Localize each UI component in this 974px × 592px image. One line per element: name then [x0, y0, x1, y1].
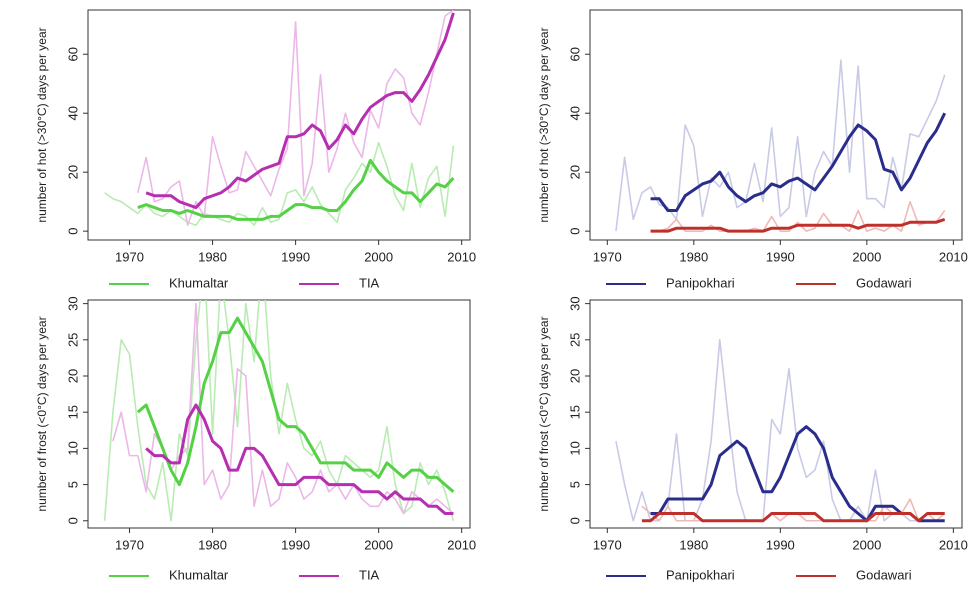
panel: 0 20 40 60 1970 1980 1990 2000 2010 number of hot…: [35, 9, 476, 290]
x-tick-label: 1970: [593, 537, 622, 552]
x-tick-label: 1980: [198, 537, 227, 552]
y-tick-label: 15: [65, 405, 80, 419]
smoothed-line: [650, 112, 947, 213]
smoothed-line: [650, 425, 945, 523]
smoothed-line: [650, 217, 946, 233]
smoothed-line: [137, 158, 455, 221]
y-tick-label: 10: [65, 441, 80, 455]
plot-lines: [615, 339, 946, 523]
x-tick-label: 1980: [679, 537, 708, 552]
x-tick-label: 1990: [766, 249, 795, 264]
y-tick-label: 40: [567, 106, 582, 120]
y-tick-label: 0: [65, 517, 80, 524]
raw-line: [615, 339, 945, 522]
y-tick-label: 20: [65, 369, 80, 383]
legend-label: Khumaltar: [169, 567, 229, 582]
legend-label: Khumaltar: [169, 275, 229, 290]
x-tick-label: 2010: [939, 537, 968, 552]
raw-line: [137, 10, 454, 227]
x-tick-label: 1970: [593, 249, 622, 264]
legend-label: Godawari: [856, 275, 912, 290]
raw-line: [103, 300, 455, 522]
y-tick-label: 60: [65, 47, 80, 61]
x-tick-label: 2010: [447, 249, 476, 264]
panel: 0 5 10 15 20 25 30 1970 1980 1990 2000 2010 number o…: [35, 296, 476, 582]
y-axis-label: number of hot (>30°C) days per year: [35, 27, 49, 222]
plot-frame: [589, 299, 963, 529]
x-tick-label: 1990: [766, 537, 795, 552]
legend-label: Panipokhari: [666, 275, 735, 290]
x-tick-label: 1980: [679, 249, 708, 264]
x-tick-label: 2010: [447, 537, 476, 552]
panel: 0 20 40 60 1970 1980 1990 2000 2010 number of hot…: [537, 9, 968, 290]
smoothed-line: [136, 316, 455, 493]
y-tick-label: 5: [567, 481, 582, 488]
plot-lines: [104, 10, 455, 227]
y-tick-label: 25: [65, 333, 80, 347]
x-tick-label: 1990: [281, 249, 310, 264]
x-tick-label: 1990: [281, 537, 310, 552]
legend-label: Godawari: [856, 567, 912, 582]
legend-label: TIA: [359, 567, 380, 582]
legend-label: TIA: [359, 275, 380, 290]
smoothed-line: [641, 512, 945, 523]
y-axis-label: number of hot (>30°C) days per year: [537, 27, 551, 222]
smoothed-line: [145, 403, 454, 516]
y-tick-label: 10: [567, 441, 582, 455]
x-tick-label: 2000: [852, 537, 881, 552]
y-tick-label: 15: [567, 405, 582, 419]
y-axis-label: number of frost (<0°C) days per year: [35, 316, 49, 511]
x-tick-label: 2000: [364, 537, 393, 552]
x-tick-label: 1970: [115, 249, 144, 264]
raw-line: [104, 141, 455, 227]
panel: 0 5 10 15 20 25 30 1970 1980 1990 2000 2010 number o…: [537, 296, 968, 582]
y-tick-label: 0: [567, 228, 582, 235]
smoothed-line: [145, 12, 455, 210]
y-tick-label: 25: [567, 333, 582, 347]
y-tick-label: 0: [65, 228, 80, 235]
x-tick-label: 2000: [852, 249, 881, 264]
y-tick-label: 60: [567, 47, 582, 61]
y-tick-label: 20: [567, 165, 582, 179]
x-tick-label: 1980: [198, 249, 227, 264]
y-tick-label: 40: [65, 106, 80, 120]
legend-label: Panipokhari: [666, 567, 735, 582]
plot-frame: [589, 9, 963, 241]
y-tick-label: 0: [567, 517, 582, 524]
y-tick-label: 20: [567, 369, 582, 383]
y-tick-label: 20: [65, 165, 80, 179]
y-tick-label: 5: [65, 481, 80, 488]
plot-frame: [87, 9, 471, 241]
x-tick-label: 2010: [939, 249, 968, 264]
y-axis-label: number of frost (<0°C) days per year: [537, 316, 551, 511]
x-tick-label: 1970: [115, 537, 144, 552]
y-tick-label: 30: [65, 296, 80, 310]
raw-line: [650, 200, 946, 232]
y-tick-label: 30: [567, 296, 582, 310]
plot-lines: [615, 59, 947, 233]
plot-lines: [103, 300, 455, 522]
plot-frame: [87, 299, 471, 529]
x-tick-label: 2000: [364, 249, 393, 264]
